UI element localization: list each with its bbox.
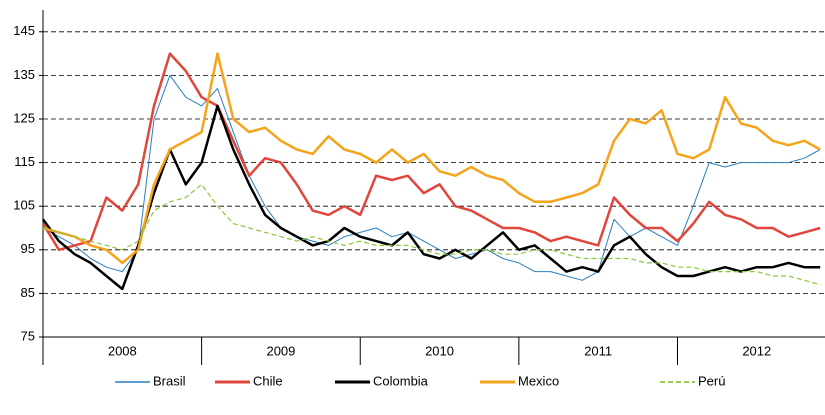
y-tick-label: 85: [21, 285, 35, 300]
legend-label: Brasil: [153, 373, 186, 388]
series-line: [41, 52, 821, 252]
x-tick-label: 2008: [108, 343, 137, 358]
series-line: [42, 74, 821, 281]
legend-label: Chile: [253, 373, 283, 388]
series-line: [41, 104, 821, 291]
y-tick-label: 75: [21, 328, 35, 343]
y-tick-label: 145: [13, 23, 35, 38]
series-line: [42, 183, 821, 286]
y-tick-label: 135: [13, 67, 35, 82]
y-tick-label: 105: [13, 198, 35, 213]
x-tick-label: 2012: [742, 343, 771, 358]
y-tick-label: 125: [13, 110, 35, 125]
x-tick-label: 2011: [584, 343, 612, 358]
legend-label: Mexico: [518, 373, 559, 388]
y-tick-label: 115: [14, 154, 35, 169]
legend-label: Perú: [698, 373, 725, 388]
x-tick-label: 2010: [425, 343, 454, 358]
legend-label: Colombia: [373, 373, 429, 388]
y-tick-label: 95: [21, 241, 35, 256]
series-line: [42, 52, 821, 265]
x-tick-label: 2009: [266, 343, 295, 358]
